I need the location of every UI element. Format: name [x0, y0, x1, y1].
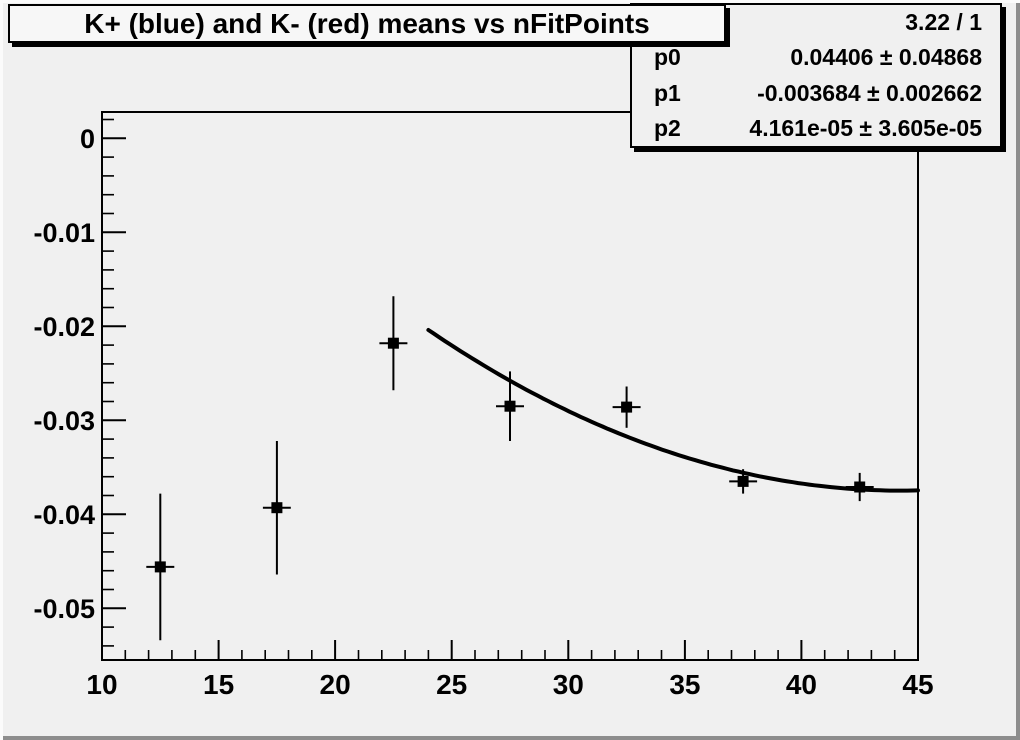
data-point [379, 296, 408, 391]
y-axis-tick-label: -0.02 [33, 312, 95, 342]
x-axis-tick-label: 25 [436, 669, 467, 700]
stats-row-chi2: 3.22 / 1 [632, 5, 1000, 40]
param-label-p1: p1 [654, 79, 681, 106]
data-point [262, 441, 291, 575]
x-axis-tick-label: 15 [203, 669, 234, 700]
x-axis-tick-label: 30 [553, 669, 584, 700]
fit-curve [426, 328, 920, 493]
y-axis-tick-label: -0.03 [33, 406, 95, 436]
y-axis-tick-label: -0.01 [33, 218, 95, 248]
param-value-p2: 4.161e-05 ± 3.605e-05 [749, 114, 982, 141]
data-point-marker [154, 561, 166, 573]
data-point-marker [387, 337, 399, 349]
stats-row-p0: p0 0.04406 ± 0.04868 [632, 40, 1000, 75]
y-axis-tick-label: -0.04 [33, 500, 95, 530]
plot-frame [101, 111, 919, 661]
fit-stats-box: 3.22 / 1 p0 0.04406 ± 0.04868 p1 -0.0036… [630, 3, 1002, 148]
y-axis-tick-label: -0.05 [33, 594, 95, 624]
chi2-ndf-value: 3.22 / 1 [905, 9, 982, 36]
chart-title: K+ (blue) and K- (red) means vs nFitPoin… [84, 7, 650, 39]
param-value-p1: -0.003684 ± 0.002662 [757, 79, 982, 106]
data-point [612, 386, 641, 428]
data-point-marker [854, 481, 866, 493]
x-axis-tick-label: 35 [669, 669, 700, 700]
x-axis-tick-label: 40 [786, 669, 817, 700]
data-point-marker [737, 475, 749, 487]
data-point [146, 493, 175, 641]
data-point [496, 371, 524, 441]
data-point-marker [271, 502, 283, 514]
stats-row-p1: p1 -0.003684 ± 0.002662 [632, 76, 1000, 111]
param-label-p0: p0 [654, 44, 681, 71]
data-point-marker [504, 400, 516, 412]
param-value-p0: 0.04406 ± 0.04868 [790, 44, 982, 71]
y-axis-tick-label: 0 [80, 124, 95, 154]
stats-row-p2: p2 4.161e-05 ± 3.605e-05 [632, 111, 1000, 146]
x-axis-tick-label: 10 [86, 669, 117, 700]
x-axis-tick-label: 20 [320, 669, 351, 700]
data-point-marker [621, 401, 633, 413]
param-label-p2: p2 [654, 114, 681, 141]
x-axis-tick-label: 45 [902, 669, 933, 700]
chart-title-box: K+ (blue) and K- (red) means vs nFitPoin… [8, 4, 726, 43]
